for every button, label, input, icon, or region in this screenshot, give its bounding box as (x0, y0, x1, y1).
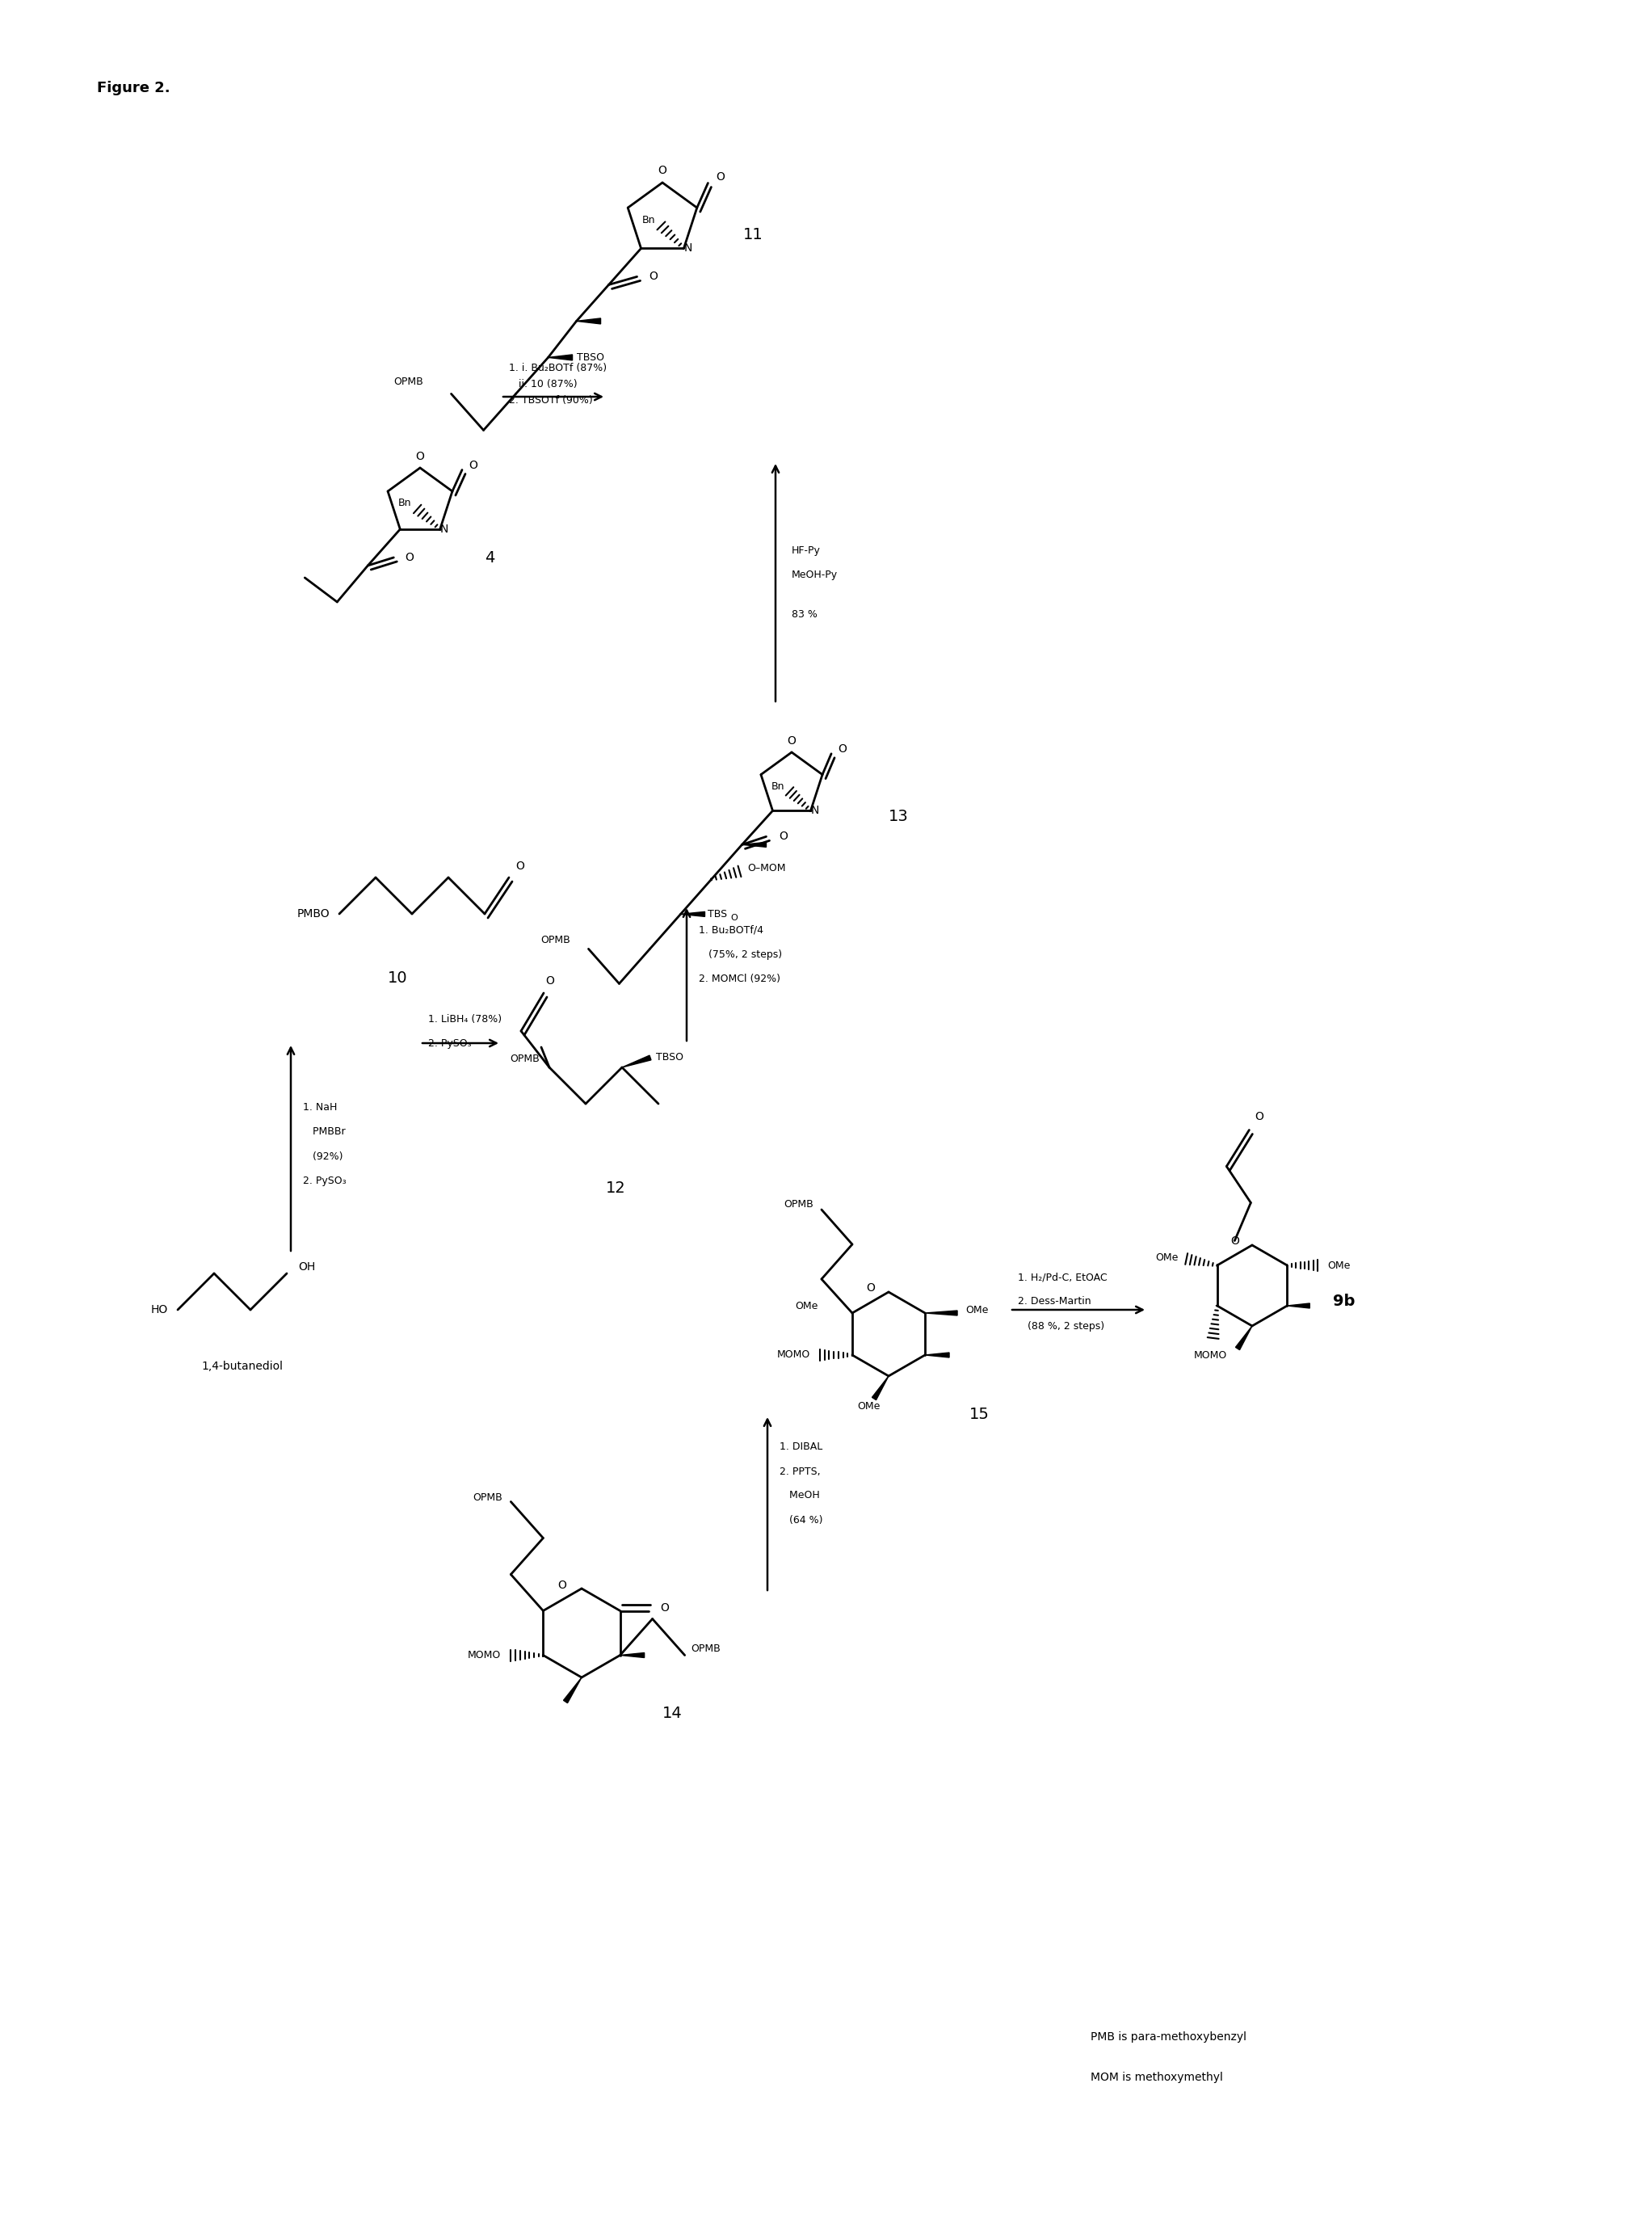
Text: O: O (661, 1601, 669, 1612)
Text: OMe: OMe (1328, 1261, 1350, 1270)
Text: O: O (780, 831, 788, 842)
Text: 2. PPTS,: 2. PPTS, (780, 1467, 821, 1478)
Text: 1. NaH: 1. NaH (302, 1102, 337, 1113)
Text: O: O (405, 551, 413, 564)
Text: 1. Bu₂BOTf/4: 1. Bu₂BOTf/4 (699, 925, 763, 936)
Polygon shape (563, 1677, 582, 1704)
Text: (75%, 2 steps): (75%, 2 steps) (699, 949, 781, 961)
Text: PMB is para-methoxybenzyl: PMB is para-methoxybenzyl (1090, 2031, 1247, 2042)
Polygon shape (742, 842, 767, 846)
Text: O: O (545, 976, 553, 987)
Text: O: O (715, 170, 725, 181)
Polygon shape (925, 1352, 950, 1357)
Text: 14: 14 (662, 1706, 682, 1722)
Polygon shape (1287, 1303, 1310, 1308)
Text: OMe: OMe (1155, 1252, 1178, 1263)
Text: O: O (788, 734, 796, 746)
Polygon shape (620, 1652, 644, 1657)
Polygon shape (577, 318, 601, 325)
Text: HF-Py: HF-Py (791, 544, 821, 555)
Text: 1. DIBAL: 1. DIBAL (780, 1442, 823, 1453)
Text: 4: 4 (484, 551, 494, 566)
Text: MOM is methoxymethyl: MOM is methoxymethyl (1090, 2071, 1222, 2082)
Text: 13: 13 (889, 808, 909, 824)
Text: 1,4-butanediol: 1,4-butanediol (202, 1361, 282, 1373)
Text: MeOH-Py: MeOH-Py (791, 569, 838, 580)
Text: OMe: OMe (965, 1305, 988, 1314)
Text: OPMB: OPMB (393, 376, 423, 387)
Text: O: O (1256, 1111, 1264, 1122)
Text: (88 %, 2 steps): (88 %, 2 steps) (1018, 1321, 1105, 1332)
Text: 1. i. Bu₂BOTf (87%): 1. i. Bu₂BOTf (87%) (509, 363, 606, 374)
Text: 2. TBSOTf (90%): 2. TBSOTf (90%) (509, 396, 593, 405)
Text: 1. LiBH₄ (78%): 1. LiBH₄ (78%) (428, 1014, 502, 1023)
Text: 10: 10 (388, 972, 408, 985)
Text: O: O (469, 459, 477, 470)
Text: 12: 12 (606, 1180, 626, 1196)
Polygon shape (872, 1377, 889, 1399)
Polygon shape (1236, 1325, 1252, 1350)
Text: O: O (657, 166, 667, 177)
Text: OPMB: OPMB (472, 1493, 502, 1502)
Text: 15: 15 (970, 1406, 990, 1422)
Text: ii. 10 (87%): ii. 10 (87%) (509, 378, 577, 390)
Text: Bn: Bn (771, 781, 785, 793)
Text: Bn: Bn (643, 215, 656, 226)
Text: OPMB: OPMB (542, 934, 570, 945)
Text: HO: HO (150, 1303, 169, 1317)
Text: O: O (730, 914, 738, 922)
Text: OH: OH (297, 1261, 316, 1272)
Text: (92%): (92%) (302, 1151, 344, 1162)
Text: TBSO: TBSO (577, 352, 605, 363)
Text: 11: 11 (743, 228, 763, 242)
Text: 2. Dess-Martin: 2. Dess-Martin (1018, 1296, 1090, 1308)
Text: PMBBr: PMBBr (302, 1126, 345, 1137)
Text: PMBO: PMBO (297, 909, 330, 920)
Text: TBSO: TBSO (656, 1052, 684, 1064)
Text: OMe: OMe (795, 1301, 818, 1312)
Text: MOMO: MOMO (776, 1350, 809, 1361)
Text: Bn: Bn (398, 497, 411, 508)
Text: O: O (416, 450, 425, 461)
Polygon shape (925, 1310, 957, 1317)
Text: 1. H₂/Pd-C, EtOAC: 1. H₂/Pd-C, EtOAC (1018, 1272, 1107, 1283)
Text: (64 %): (64 %) (780, 1514, 823, 1525)
Text: O: O (866, 1283, 876, 1294)
Text: OPMB: OPMB (691, 1643, 720, 1655)
Text: O: O (649, 271, 657, 282)
Text: OMe: OMe (857, 1402, 881, 1413)
Polygon shape (623, 1055, 651, 1068)
Text: N: N (684, 242, 692, 253)
Text: Figure 2.: Figure 2. (97, 81, 170, 96)
Text: N: N (811, 806, 819, 817)
Polygon shape (681, 911, 705, 916)
Text: 2. PySO₃: 2. PySO₃ (428, 1039, 471, 1048)
Text: O: O (558, 1578, 567, 1590)
Text: O: O (1231, 1236, 1239, 1247)
Text: OPMB: OPMB (783, 1198, 813, 1209)
Text: TBS: TBS (709, 909, 727, 920)
Polygon shape (548, 354, 572, 360)
Text: O–MOM: O–MOM (748, 862, 786, 873)
Text: 9b: 9b (1333, 1294, 1355, 1310)
Text: O: O (515, 860, 524, 871)
Text: MeOH: MeOH (780, 1491, 819, 1500)
Text: 2. PySO₃: 2. PySO₃ (302, 1175, 347, 1187)
Text: OPMB: OPMB (510, 1055, 540, 1064)
Text: O: O (838, 743, 847, 755)
Text: 2. MOMCl (92%): 2. MOMCl (92%) (699, 974, 780, 983)
Text: 83 %: 83 % (791, 609, 818, 620)
Text: MOMO: MOMO (468, 1650, 501, 1661)
Text: MOMO: MOMO (1194, 1350, 1227, 1361)
Text: N: N (439, 524, 448, 535)
